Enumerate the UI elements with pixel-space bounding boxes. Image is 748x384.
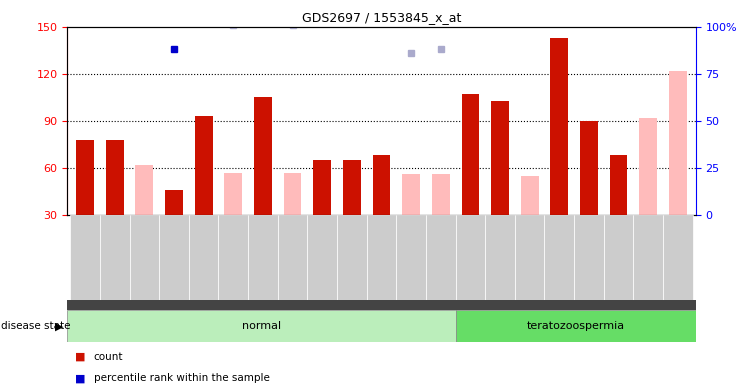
Bar [343, 160, 361, 215]
Bar [462, 94, 479, 215]
Bar [515, 215, 545, 300]
Bar [373, 156, 390, 215]
Bar [521, 176, 539, 215]
Bar [580, 121, 598, 215]
Text: ■: ■ [75, 373, 85, 383]
Bar [278, 215, 307, 300]
Bar [188, 215, 218, 300]
Bar [100, 215, 129, 300]
Bar [218, 215, 248, 300]
Bar [106, 140, 123, 215]
Bar [634, 215, 663, 300]
Bar [224, 173, 242, 215]
Bar [313, 160, 331, 215]
Bar [396, 215, 426, 300]
Bar [135, 165, 153, 215]
Bar [402, 174, 420, 215]
Text: percentile rank within the sample: percentile rank within the sample [94, 373, 269, 383]
Bar [129, 215, 159, 300]
Bar [604, 215, 634, 300]
Bar [248, 215, 278, 300]
Bar [456, 215, 485, 300]
Bar [551, 38, 568, 215]
Bar [491, 101, 509, 215]
Text: GDS2697 / 1553845_x_at: GDS2697 / 1553845_x_at [301, 12, 462, 25]
Bar [610, 156, 628, 215]
Bar [254, 98, 272, 215]
Bar [76, 140, 94, 215]
Bar [485, 215, 515, 300]
Bar [456, 310, 696, 342]
Bar [640, 118, 657, 215]
Bar [70, 215, 100, 300]
Text: disease state: disease state [1, 321, 71, 331]
Text: normal: normal [242, 321, 281, 331]
Bar [165, 190, 183, 215]
Bar [367, 215, 396, 300]
Bar [67, 310, 456, 342]
Bar [432, 174, 450, 215]
Bar [283, 173, 301, 215]
Bar [574, 215, 604, 300]
Bar [426, 215, 456, 300]
Text: ■: ■ [75, 352, 85, 362]
Text: ▶: ▶ [55, 321, 64, 331]
Bar [545, 215, 574, 300]
Bar [663, 215, 693, 300]
Bar [159, 215, 188, 300]
Bar [669, 71, 687, 215]
Bar [307, 215, 337, 300]
Bar [194, 116, 212, 215]
Text: count: count [94, 352, 123, 362]
Bar [337, 215, 367, 300]
Text: teratozoospermia: teratozoospermia [527, 321, 625, 331]
Bar [67, 300, 696, 310]
